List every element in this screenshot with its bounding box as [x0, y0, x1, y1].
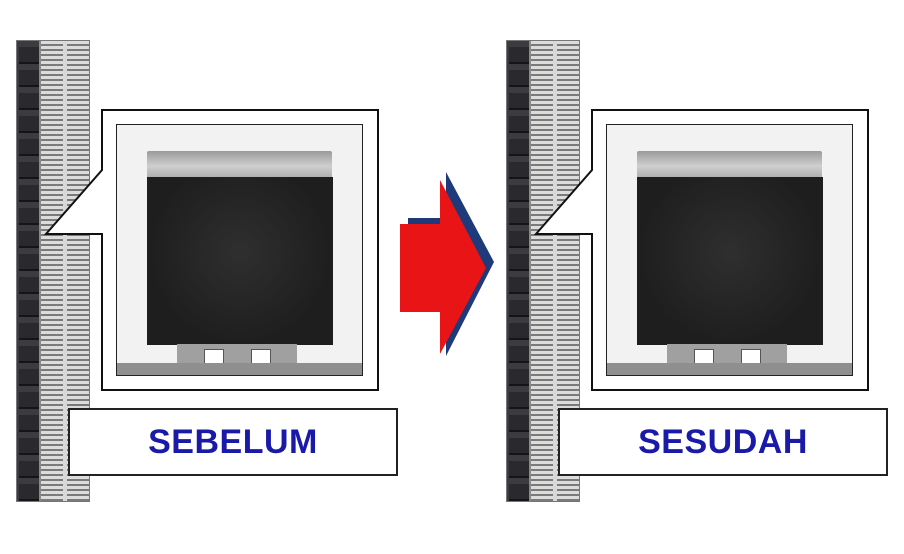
before-label: SEBELUM: [148, 422, 318, 461]
strip-chip: [19, 93, 39, 110]
strip-chip: [509, 277, 529, 294]
zoom-callout: [40, 108, 390, 398]
strip-chip: [19, 277, 39, 294]
strip-chip: [509, 346, 529, 363]
after-label: SESUDAH: [638, 422, 808, 461]
strip-chip: [509, 254, 529, 271]
base-bar: [607, 363, 852, 375]
after-panel: SESUDAH: [490, 0, 904, 554]
strip-chip: [19, 47, 39, 64]
strip-chip: [19, 484, 39, 501]
strip-chip: [509, 185, 529, 202]
strip-chip: [509, 47, 529, 64]
right-arrow-icon: [400, 170, 500, 360]
strip-chip: [19, 438, 39, 455]
strip-chip: [19, 323, 39, 340]
strip-lead-column: [41, 41, 89, 501]
base-bar: [117, 363, 362, 375]
strip-chip: [509, 438, 529, 455]
strip-chip: [509, 415, 529, 432]
component-photo: [116, 124, 363, 376]
strip-chip: [509, 93, 529, 110]
strip-chip: [19, 415, 39, 432]
strip-chip-column: [507, 41, 529, 501]
lead-slot: [741, 349, 761, 364]
strip-chip: [19, 461, 39, 478]
metal-tab: [147, 151, 332, 181]
strip-chip: [509, 139, 529, 156]
leadframe-strip-image: [16, 40, 90, 502]
strip-chip: [509, 300, 529, 317]
strip-chip: [509, 208, 529, 225]
component-package: [637, 177, 823, 345]
metal-tab: [637, 151, 822, 181]
component-photo: [606, 124, 853, 376]
strip-chip: [509, 369, 529, 386]
before-panel: SEBELUM: [0, 0, 430, 554]
strip-chip: [509, 70, 529, 87]
strip-chip: [19, 231, 39, 248]
strip-chip: [509, 231, 529, 248]
strip-chip: [509, 323, 529, 340]
lead-slot: [694, 349, 714, 364]
strip-chip: [509, 461, 529, 478]
strip-chip: [19, 254, 39, 271]
strip-chip: [19, 208, 39, 225]
strip-chip: [19, 70, 39, 87]
strip-chip: [19, 116, 39, 133]
strip-chip: [19, 392, 39, 409]
strip-chip: [19, 346, 39, 363]
after-label-box: SESUDAH: [558, 408, 888, 476]
strip-chip: [19, 185, 39, 202]
lead-slot: [251, 349, 271, 364]
strip-chip: [509, 116, 529, 133]
strip-chip: [509, 162, 529, 179]
zoom-callout: [530, 108, 880, 398]
strip-chip-column: [17, 41, 39, 501]
component-package: [147, 177, 333, 345]
strip-chip: [509, 484, 529, 501]
lead-slot: [204, 349, 224, 364]
strip-chip: [19, 300, 39, 317]
strip-chip: [19, 162, 39, 179]
strip-chip: [19, 369, 39, 386]
before-label-box: SEBELUM: [68, 408, 398, 476]
strip-chip: [19, 139, 39, 156]
strip-chip: [509, 392, 529, 409]
